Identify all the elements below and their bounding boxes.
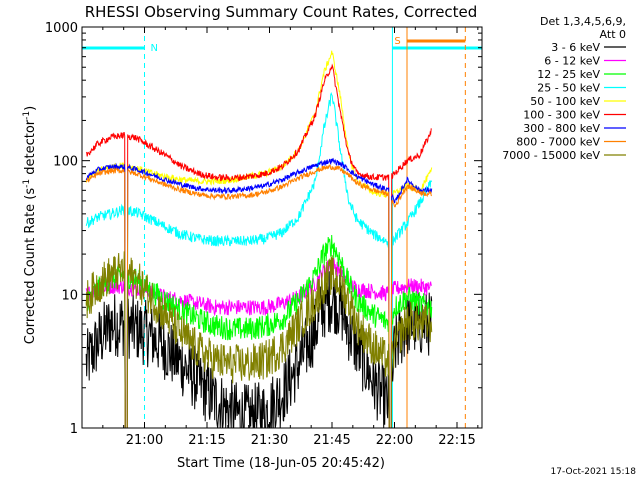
legend-label: 7000 - 15000 keV (502, 149, 600, 162)
legend-label: 25 - 50 keV (537, 82, 600, 95)
y-axis-label-main: Corrected Count Rate (s (23, 188, 38, 345)
y-axis-label-end: ) (23, 106, 38, 111)
x-tick-label: 21:15 (188, 433, 225, 448)
x-axis: 21:00 21:15 21:30 21:45 22:00 22:15 (81, 27, 479, 448)
x-tick-label: 21:45 (313, 433, 350, 448)
y-axis: 1 10 100 1000 (45, 21, 482, 437)
legend-label: 100 - 300 keV (523, 109, 600, 122)
y-axis-label: Corrected Count Rate (s-1 detector-1) (22, 106, 38, 344)
x-tick-label: 21:00 (126, 433, 163, 448)
legend-header-line: Det 1,3,4,5,6,9, (540, 15, 626, 28)
x-tick-label: 21:30 (251, 433, 288, 448)
annotation-n: N (151, 43, 158, 54)
plot-border (81, 26, 483, 429)
y-axis-label-sup2: -1 (22, 111, 32, 120)
legend-label: 50 - 100 keV (530, 95, 600, 108)
series-line-7 (85, 157, 433, 428)
annotation-s: S (394, 36, 400, 47)
footer-date: 17-Oct-2021 15:18 (551, 467, 637, 477)
series-line-9 (85, 251, 433, 428)
series-line-8 (86, 164, 433, 428)
x-tick-label: 22:00 (376, 433, 413, 448)
legend-header-line: Att 0 (600, 28, 626, 41)
series-line-4 (85, 92, 433, 428)
y-tick-label: 10 (61, 288, 78, 303)
legend-label: 300 - 800 keV (523, 122, 600, 135)
y-axis-label-sup1: -1 (22, 179, 32, 188)
series-line-1 (85, 271, 433, 428)
legend-label: 12 - 25 keV (537, 68, 600, 81)
legend-label: 6 - 12 keV (544, 55, 600, 68)
chart-title: RHESSI Observing Summary Count Rates, Co… (85, 3, 478, 21)
legend-label: 3 - 6 keV (551, 41, 600, 54)
y-tick-label: 1000 (45, 21, 78, 36)
legend-label: 800 - 7000 keV (516, 136, 600, 149)
plot-area (82, 27, 482, 428)
y-tick-label: 1 (70, 422, 78, 437)
y-tick-label: 100 (53, 155, 78, 170)
x-axis-label: Start Time (18-Jun-05 20:45:42) (177, 456, 385, 471)
plot-frame (81, 26, 483, 429)
series-line-6 (85, 63, 432, 428)
x-tick-label: 22:15 (438, 433, 475, 448)
y-axis-label-mid: detector (23, 119, 38, 179)
